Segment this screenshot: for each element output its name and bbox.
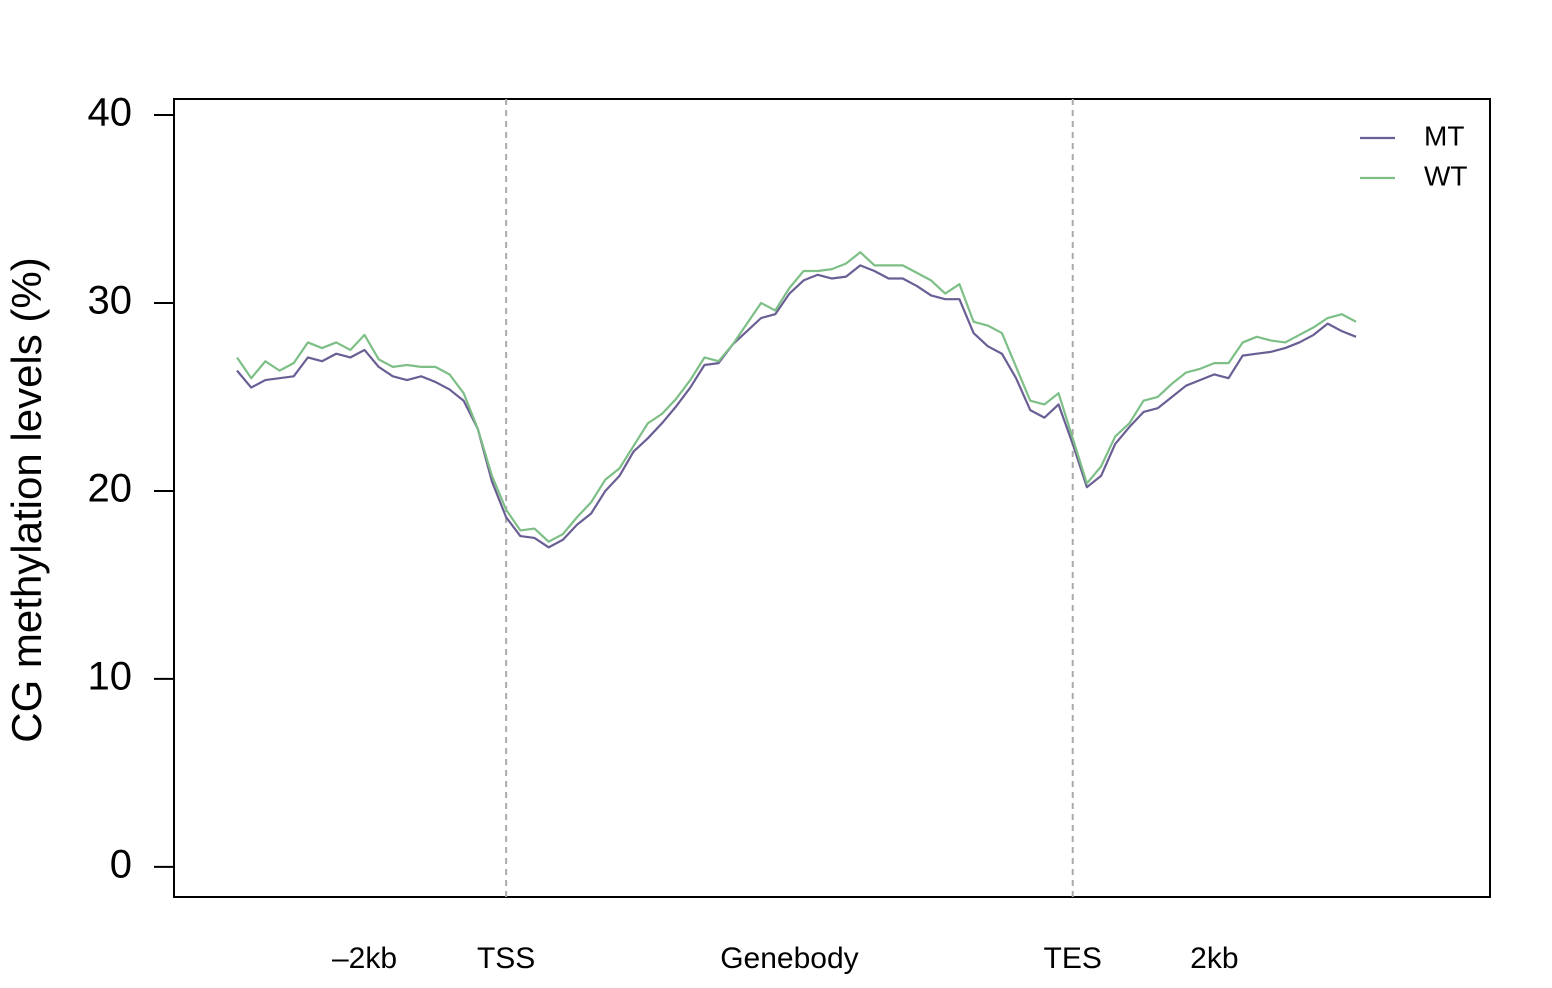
legend-label: MT <box>1424 120 1464 151</box>
plot-frame <box>173 98 1491 898</box>
x-tick-label: TES <box>1044 942 1102 975</box>
x-tick-label: Genebody <box>720 942 858 975</box>
series-line <box>236 264 1357 549</box>
x-tick-label: 2kb <box>1190 942 1238 975</box>
legend-label: WT <box>1424 160 1468 191</box>
y-tick-label: 10 <box>88 654 133 698</box>
x-tick-label: TSS <box>477 942 535 975</box>
y-tick-label: 20 <box>88 467 133 511</box>
x-tick-label: –2kb <box>332 942 397 975</box>
y-tick-label: 30 <box>88 279 133 323</box>
y-tick-label: 0 <box>110 842 132 886</box>
y-tick-label: 40 <box>88 91 133 135</box>
y-axis-label: CG methylation levels (%) <box>3 257 50 742</box>
series-line <box>236 251 1357 543</box>
